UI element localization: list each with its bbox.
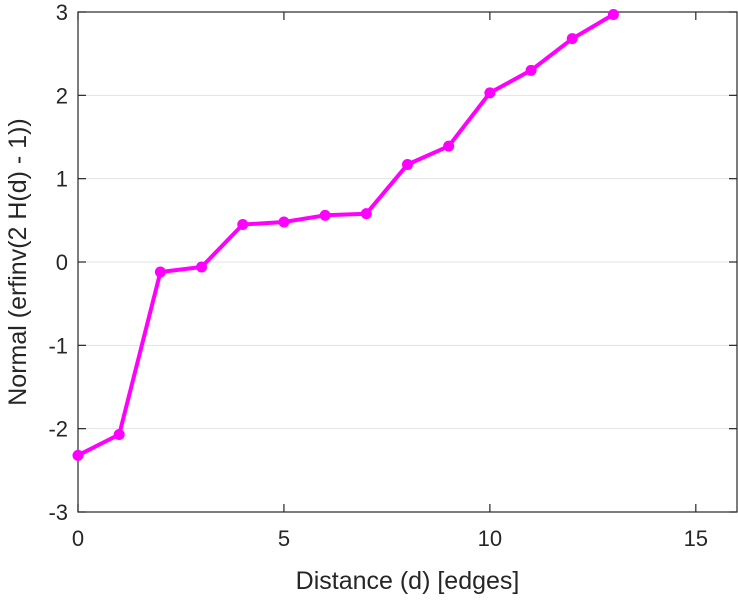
y-tick-label: 2 bbox=[56, 83, 68, 108]
x-tick-label: 0 bbox=[72, 526, 84, 551]
axis-ticks: -3 -2 -1 0 1 2 3 0 5 10 15 bbox=[48, 0, 737, 551]
data-point bbox=[278, 216, 290, 228]
data-point bbox=[237, 219, 249, 230]
series-line bbox=[76, 12, 616, 458]
data-point bbox=[319, 209, 331, 221]
gridlines bbox=[78, 94, 737, 430]
x-tick-label: 15 bbox=[684, 526, 708, 551]
data-point bbox=[196, 261, 208, 273]
data-point bbox=[402, 159, 413, 170]
series-layer bbox=[72, 9, 619, 461]
data-point bbox=[566, 33, 578, 45]
y-tick-label: 3 bbox=[56, 0, 68, 25]
data-point bbox=[484, 87, 496, 99]
data-point bbox=[154, 266, 166, 278]
data-point bbox=[525, 64, 537, 76]
y-tick-label: 1 bbox=[56, 167, 68, 192]
data-point bbox=[360, 208, 372, 220]
y-tick-label: -3 bbox=[48, 500, 68, 525]
y-tick-label: 0 bbox=[56, 250, 68, 275]
x-tick-label: 10 bbox=[478, 526, 502, 551]
data-point bbox=[113, 429, 125, 440]
data-point bbox=[72, 449, 84, 461]
y-tick-label: -1 bbox=[48, 333, 68, 358]
y-tick-label: -2 bbox=[48, 417, 68, 442]
x-axis-label: Distance (d) [edges] bbox=[296, 567, 520, 595]
data-point bbox=[443, 140, 455, 152]
data-point bbox=[607, 9, 619, 20]
y-axis-label: Normal (erfinv(2 H(d) - 1)) bbox=[4, 118, 32, 406]
x-tick-label: 5 bbox=[278, 526, 290, 551]
